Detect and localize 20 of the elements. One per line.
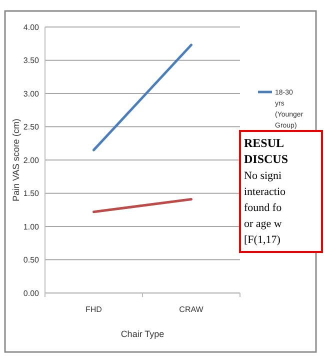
- text: RESUL: [244, 136, 284, 150]
- y-tick-label: 2.00: [23, 156, 40, 165]
- y-tick-label: 3.00: [23, 89, 40, 98]
- text: DISCUS: [244, 152, 288, 166]
- y-tick-label: 3.50: [23, 56, 40, 66]
- y-tick-label: 1.00: [23, 222, 40, 232]
- text: [F(1,17): [244, 234, 281, 246]
- y-tick-label: 0.00: [23, 288, 40, 298]
- y-tick-label: 4.00: [23, 22, 40, 32]
- y-tick-label: 1.50: [23, 189, 40, 198]
- y-axis-title: Pain VAS score (cm): [11, 118, 21, 202]
- text: No signi: [244, 170, 282, 182]
- y-tick-label: 2.50: [23, 122, 40, 132]
- x-axis-title: Chair Type: [120, 329, 164, 339]
- text: interactio: [244, 186, 286, 198]
- x-tick-label: CRAW: [179, 305, 204, 314]
- x-tick-label: FHD: [86, 305, 102, 314]
- y-tick-label: 0.50: [23, 256, 40, 265]
- text: or age w: [244, 218, 282, 230]
- text: found fo: [244, 202, 282, 214]
